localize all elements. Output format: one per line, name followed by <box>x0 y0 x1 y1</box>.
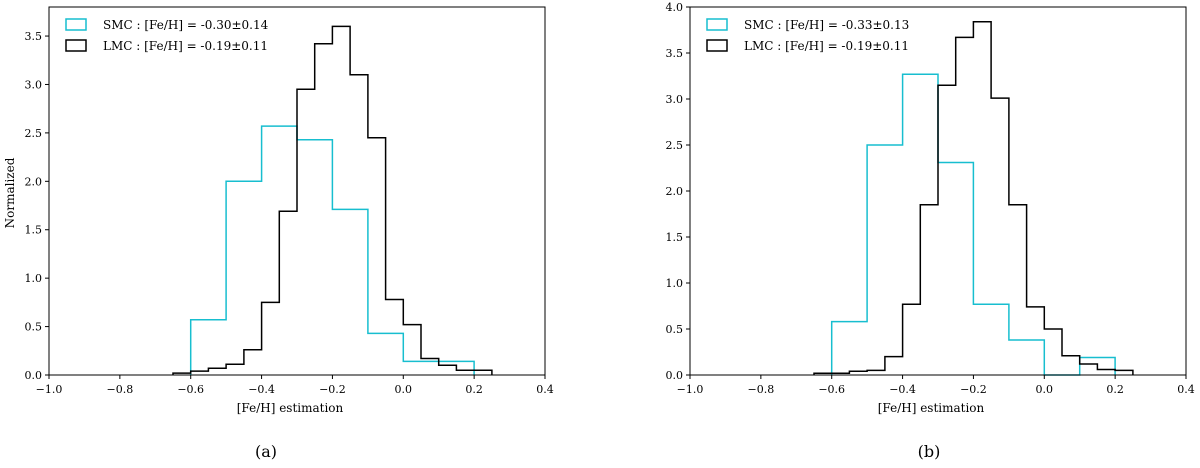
x-tick-label-a: −0.2 <box>319 383 346 396</box>
y-tick-label-b: 0.5 <box>666 323 684 336</box>
y-tick-label-b: 3.0 <box>666 93 684 106</box>
legend-label-smc-a: SMC : [Fe/H] = -0.30±0.14 <box>103 18 269 32</box>
plot-area-a <box>172 25 493 375</box>
y-tick-label-a: 2.5 <box>25 127 43 140</box>
plot-area-b <box>813 20 1134 376</box>
x-tick-label-a: −0.4 <box>248 383 275 396</box>
x-tick-label-b: −1.0 <box>677 383 704 396</box>
y-tick-label-a: 3.5 <box>25 30 43 43</box>
x-tick-label-a: 0.4 <box>536 383 554 396</box>
x-axis-b: −1.0 −0.8 −0.6 −0.4 −0.2 0.0 0.2 0.4 <box>677 375 1195 396</box>
x-tick-label-b: 0.2 <box>1106 383 1124 396</box>
y-tick-label-a: 2.0 <box>25 175 43 188</box>
y-tick-label-b: 3.5 <box>666 47 684 60</box>
histogram-panel-b: 0.0 0.5 1.0 1.5 2.0 2.5 3.0 3.5 4.0 −1.0 −0.8 −0.6… <box>666 1 1195 461</box>
smc-histogram-a <box>189 125 475 375</box>
legend-label-lmc-b: LMC : [Fe/H] = -0.19±0.11 <box>744 39 909 53</box>
y-tick-label-a: 0.5 <box>25 321 43 334</box>
x-tick-label-a: 0.0 <box>395 383 413 396</box>
legend-swatch-smc-a <box>65 18 87 31</box>
y-tick-label-b: 2.0 <box>666 185 684 198</box>
y-tick-label-a: 0.0 <box>25 369 43 382</box>
plot-frame-b <box>689 6 1187 376</box>
legend-swatch-lmc-b <box>706 39 728 52</box>
x-tick-label-a: −1.0 <box>36 383 63 396</box>
x-tick-label-a: −0.6 <box>177 383 204 396</box>
y-tick-label-b: 2.5 <box>666 139 684 152</box>
y-tick-label-b: 1.5 <box>666 231 684 244</box>
histogram-panel-a: 0.0 0.5 1.0 1.5 2.0 2.5 3.0 3.5 −1.0 −0.8 −0.6 −0.… <box>3 6 554 461</box>
legend-label-smc-b: SMC : [Fe/H] = -0.33±0.13 <box>744 18 909 32</box>
y-axis-label-a: Normalized <box>3 157 17 228</box>
x-axis-label-b: [Fe/H] estimation <box>878 401 985 415</box>
y-tick-label-a: 3.0 <box>25 78 43 91</box>
x-tick-label-a: 0.2 <box>465 383 483 396</box>
legend-swatch-smc-b <box>706 18 728 31</box>
x-tick-label-b: −0.8 <box>747 383 774 396</box>
y-axis-a: 0.0 0.5 1.0 1.5 2.0 2.5 3.0 3.5 <box>25 30 49 382</box>
y-tick-label-a: 1.5 <box>25 224 43 237</box>
x-tick-label-b: −0.2 <box>960 383 987 396</box>
panel-caption-a: (a) <box>255 442 277 461</box>
x-tick-label-b: 0.4 <box>1177 383 1195 396</box>
legend-a: SMC : [Fe/H] = -0.30±0.14 LMC : [Fe/H] =… <box>65 18 269 53</box>
legend-b: SMC : [Fe/H] = -0.33±0.13 LMC : [Fe/H] =… <box>706 18 909 53</box>
x-axis-a: −1.0 −0.8 −0.6 −0.4 −0.2 0.0 0.2 0.4 <box>36 375 554 396</box>
x-tick-label-b: 0.0 <box>1036 383 1054 396</box>
legend-swatch-lmc-a <box>65 39 87 52</box>
x-tick-label-a: −0.8 <box>106 383 133 396</box>
y-tick-label-a: 1.0 <box>25 272 43 285</box>
y-tick-label-b: 1.0 <box>666 277 684 290</box>
x-tick-label-b: −0.6 <box>818 383 845 396</box>
legend-label-lmc-a: LMC : [Fe/H] = -0.19±0.11 <box>103 39 268 53</box>
y-tick-label-b: 4.0 <box>666 1 684 14</box>
x-tick-label-b: −0.4 <box>889 383 916 396</box>
smc-histogram-b <box>830 73 1116 376</box>
lmc-histogram-a <box>172 25 493 375</box>
y-axis-b: 0.0 0.5 1.0 1.5 2.0 2.5 3.0 3.5 4.0 <box>666 1 690 382</box>
x-axis-label-a: [Fe/H] estimation <box>237 401 344 415</box>
y-tick-label-b: 0.0 <box>666 369 684 382</box>
lmc-histogram-b <box>813 20 1134 375</box>
plot-frame-a <box>48 6 546 376</box>
panel-caption-b: (b) <box>918 442 941 461</box>
